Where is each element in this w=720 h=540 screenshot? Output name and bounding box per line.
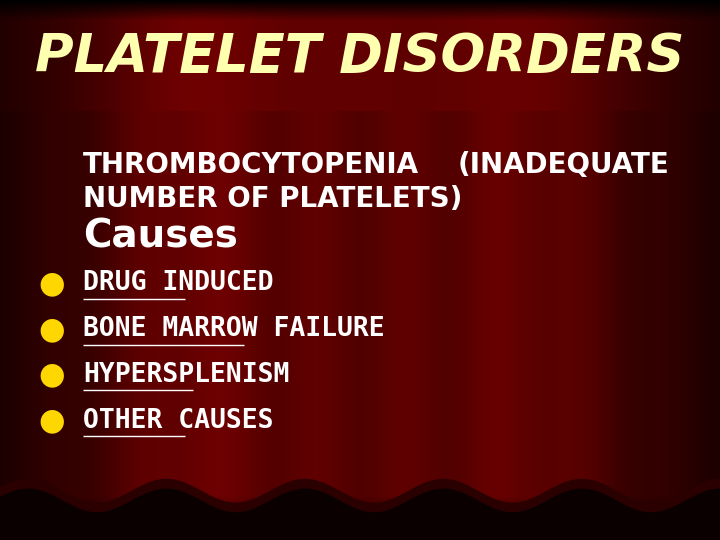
Text: ●: ● bbox=[39, 361, 65, 390]
Text: ●: ● bbox=[39, 269, 65, 298]
Text: ●: ● bbox=[39, 407, 65, 436]
Text: OTHER CAUSES: OTHER CAUSES bbox=[83, 408, 274, 434]
Text: Causes: Causes bbox=[83, 218, 238, 255]
Text: THROMBOCYTOPENIA: THROMBOCYTOPENIA bbox=[83, 151, 419, 179]
Text: DRUG INDUCED: DRUG INDUCED bbox=[83, 271, 274, 296]
Text: NUMBER OF PLATELETS): NUMBER OF PLATELETS) bbox=[83, 185, 462, 213]
Text: ●: ● bbox=[39, 315, 65, 344]
Text: (INADEQUATE: (INADEQUATE bbox=[457, 151, 669, 179]
Text: HYPERSPLENISM: HYPERSPLENISM bbox=[83, 362, 289, 388]
Text: PLATELET DISORDERS: PLATELET DISORDERS bbox=[35, 31, 685, 83]
Text: BONE MARROW FAILURE: BONE MARROW FAILURE bbox=[83, 316, 384, 342]
